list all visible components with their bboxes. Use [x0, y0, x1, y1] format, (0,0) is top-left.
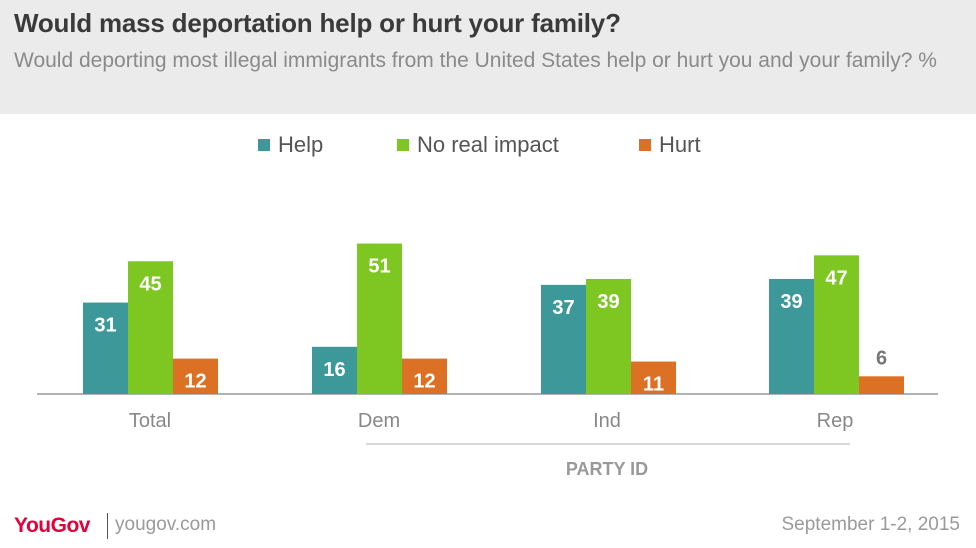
group-label-party-id: PARTY ID — [566, 459, 648, 479]
bar-ind-help — [541, 284, 586, 394]
chart-legend: Help No real impact Hurt — [0, 132, 976, 162]
header-band: Would mass deportation help or hurt your… — [0, 0, 976, 114]
x-tick-label-total: Total — [129, 410, 171, 432]
data-label-total-hurt: 12 — [184, 371, 206, 393]
bar-total-hurt — [173, 358, 218, 394]
bar-rep-no-real-impact — [814, 255, 859, 394]
data-label-rep-no-real-impact: 47 — [825, 267, 847, 289]
footer-date: September 1-2, 2015 — [781, 514, 960, 535]
legend-label-hurt: Hurt — [659, 132, 701, 157]
data-label-total-no-real-impact: 45 — [139, 273, 161, 295]
yougov-logo: YouGov — [14, 514, 90, 537]
bar-ind-no-real-impact — [586, 278, 631, 394]
bar-total-no-real-impact — [128, 261, 173, 394]
bar-dem-help — [312, 346, 357, 394]
x-tick-label-dem: Dem — [358, 410, 400, 432]
x-tick-label-rep: Rep — [817, 410, 854, 432]
legend-item-help: Help — [258, 132, 323, 158]
bar-dem-no-real-impact — [357, 243, 402, 394]
legend-label-no-impact: No real impact — [417, 132, 559, 157]
data-label-dem-hurt: 12 — [413, 371, 435, 393]
data-label-dem-help: 16 — [323, 359, 345, 381]
chart-title: Would mass deportation help or hurt your… — [14, 8, 621, 38]
legend-item-no-impact: No real impact — [397, 132, 559, 158]
legend-swatch-hurt — [639, 139, 651, 151]
bar-ind-hurt — [631, 361, 676, 394]
data-label-ind-help: 37 — [552, 297, 574, 319]
bar-rep-help — [769, 278, 814, 394]
x-tick-label-ind: Ind — [593, 410, 621, 432]
legend-swatch-no-impact — [397, 139, 409, 151]
data-label-ind-no-real-impact: 39 — [597, 291, 619, 313]
data-label-dem-no-real-impact: 51 — [368, 256, 390, 278]
chart-subtitle: Would deporting most illegal immigrants … — [14, 49, 937, 72]
bar-total-help — [83, 302, 128, 394]
data-label-total-help: 31 — [94, 315, 116, 337]
legend-label-help: Help — [278, 132, 324, 157]
legend-swatch-help — [258, 139, 270, 151]
footer-site: yougov.com — [115, 514, 217, 535]
footer-divider — [107, 513, 108, 539]
data-label-ind-hurt: 11 — [643, 374, 664, 396]
data-label-rep-help: 39 — [780, 291, 802, 313]
data-label-rep-hurt: 6 — [876, 347, 887, 369]
legend-item-hurt: Hurt — [639, 132, 701, 158]
bar-rep-hurt — [859, 376, 904, 394]
bar-dem-hurt — [402, 358, 447, 394]
